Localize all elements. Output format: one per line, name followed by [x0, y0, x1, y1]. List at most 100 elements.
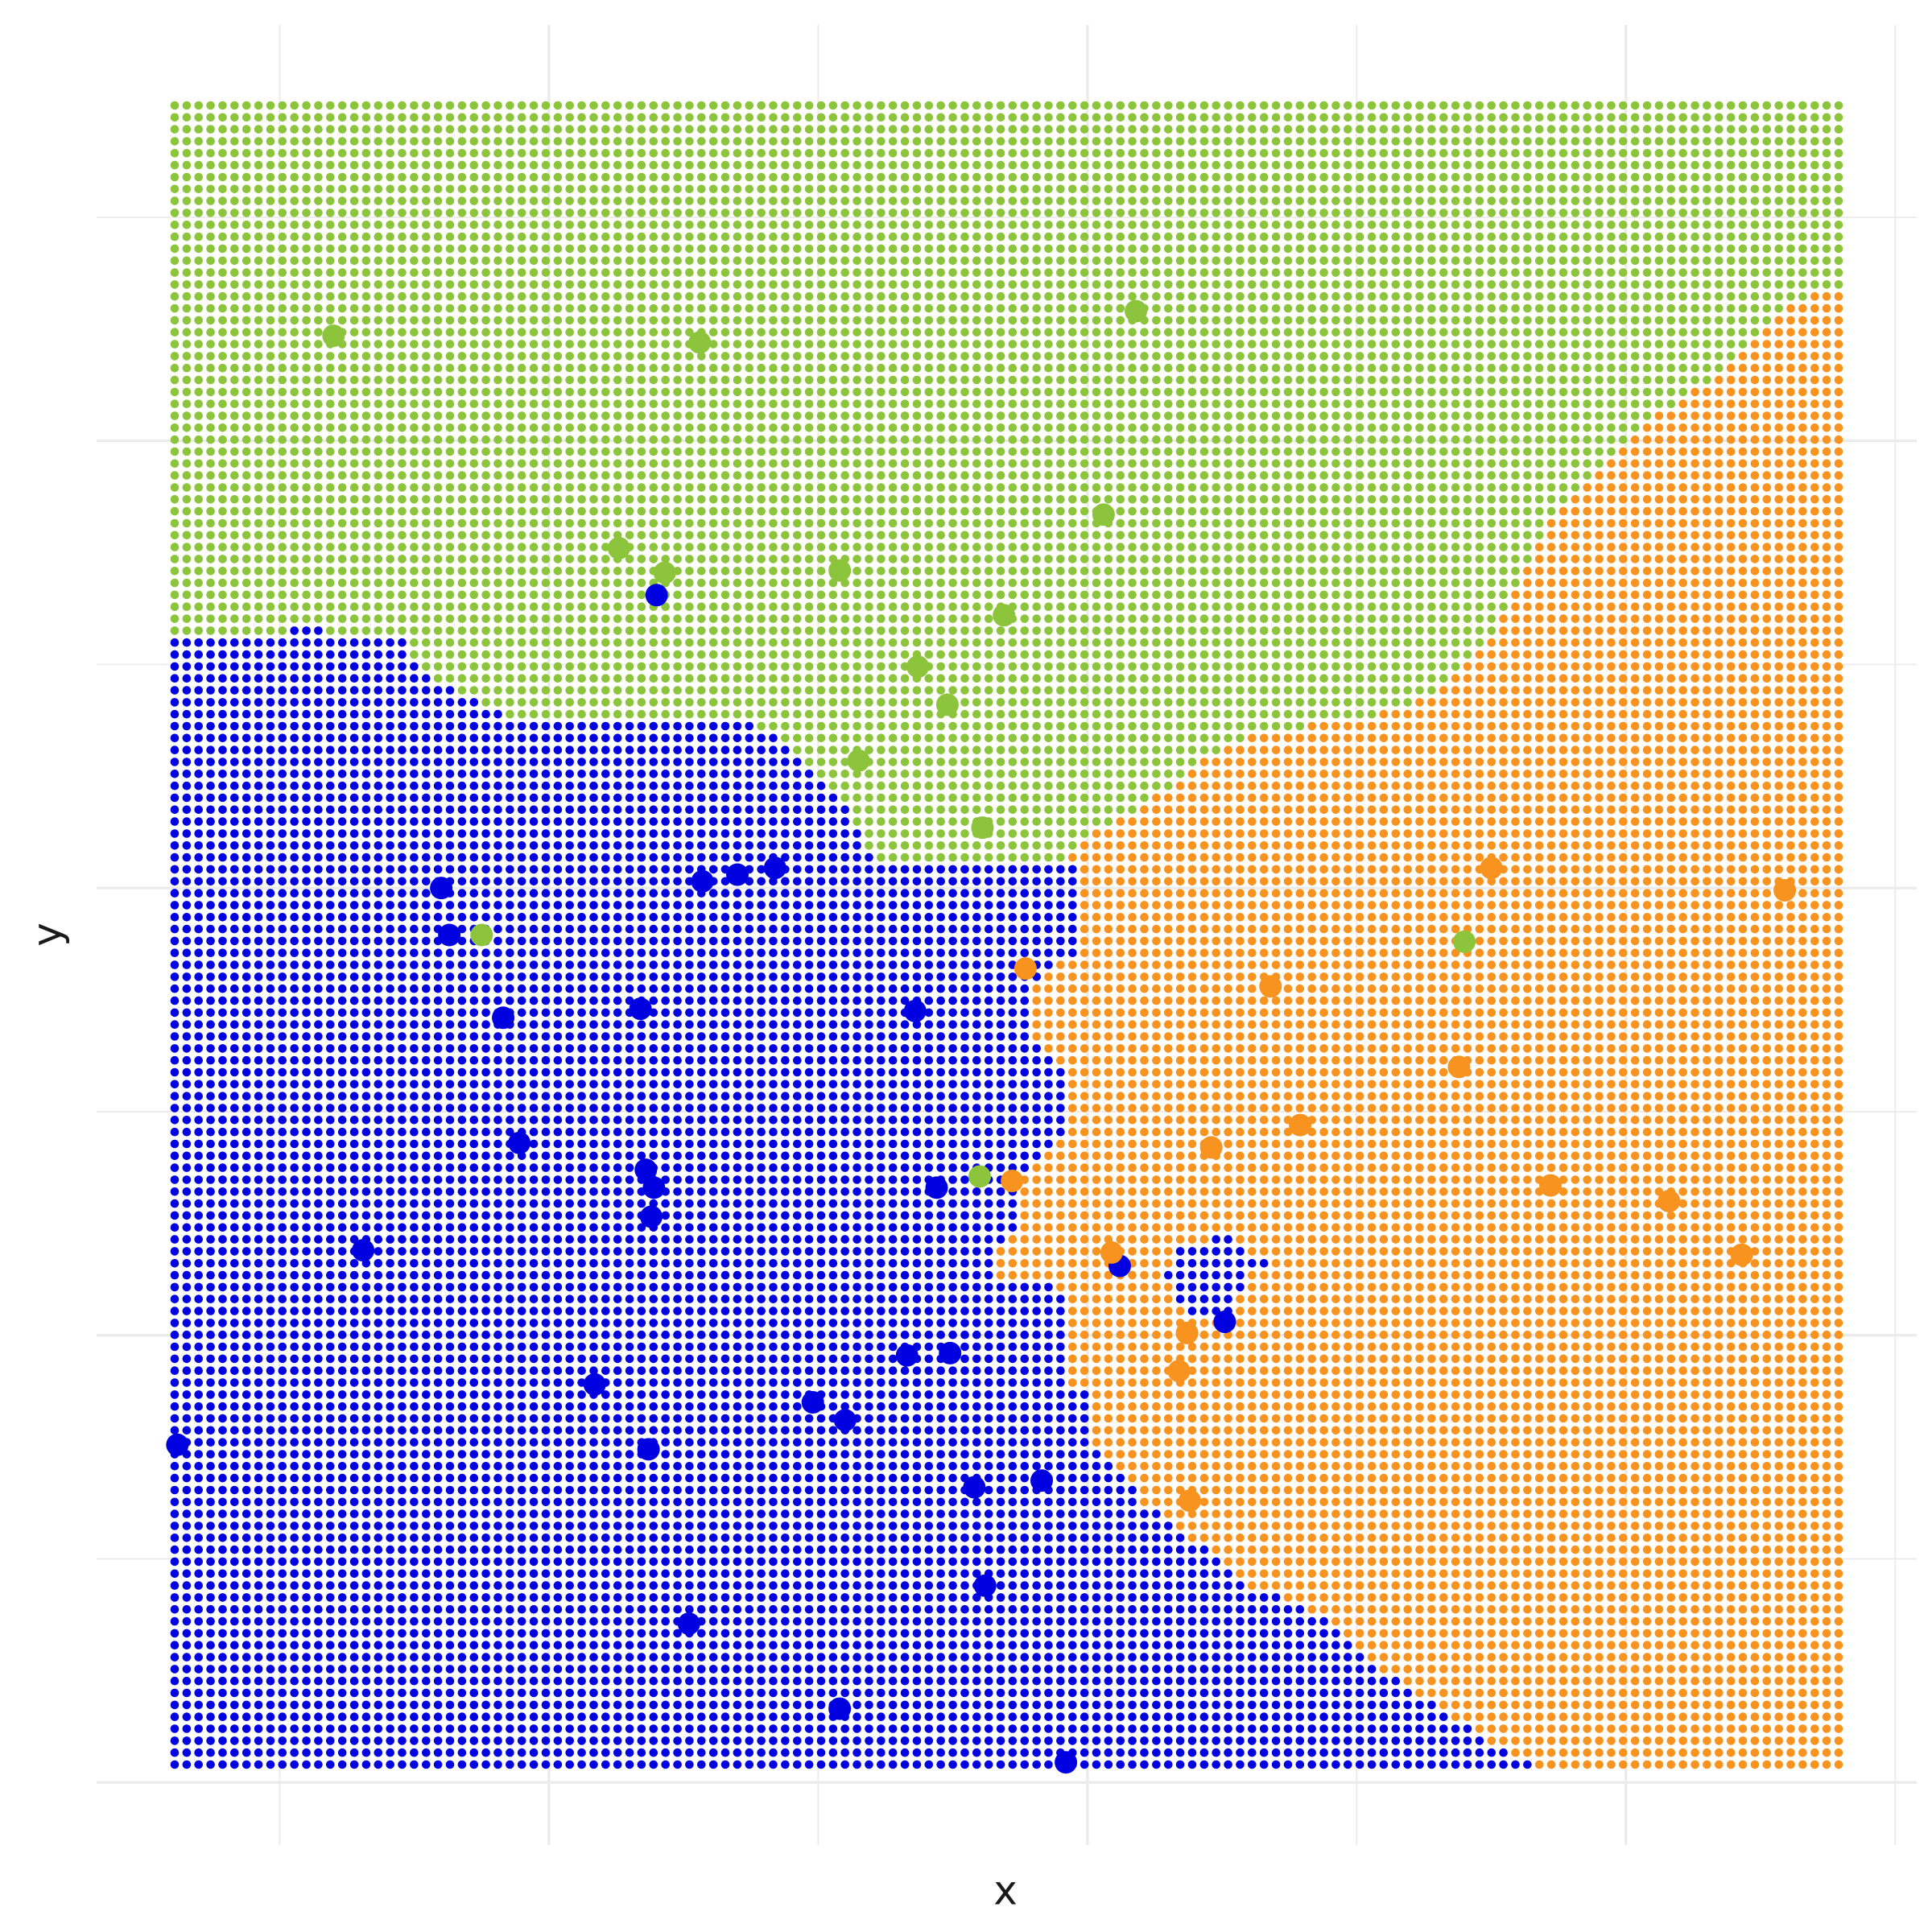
grid-dot	[1654, 328, 1664, 337]
grid-dot	[1810, 113, 1819, 122]
grid-dot	[1750, 268, 1760, 277]
grid-dot	[1762, 256, 1772, 266]
grid-dot	[410, 316, 419, 325]
grid-dot	[804, 184, 814, 194]
grid-dot	[1355, 328, 1364, 337]
grid-dot	[924, 149, 934, 158]
grid-dot	[1810, 471, 1819, 480]
grid-dot	[1534, 328, 1544, 337]
grid-dot	[1104, 471, 1113, 480]
grid-dot	[1044, 495, 1053, 504]
grid-dot	[1630, 137, 1640, 146]
grid-dot	[924, 291, 934, 301]
grid-dot	[793, 268, 802, 277]
grid-dot	[1187, 256, 1197, 266]
grid-dot	[793, 291, 802, 301]
grid-dot	[218, 280, 227, 289]
grid-dot	[314, 172, 323, 182]
grid-dot	[1152, 495, 1161, 504]
grid-dot	[374, 495, 383, 504]
grid-dot	[445, 423, 455, 432]
grid-dot	[1415, 256, 1424, 266]
grid-dot	[1344, 125, 1352, 134]
grid-dot	[1080, 125, 1089, 134]
grid-dot	[529, 160, 539, 170]
grid-dot	[457, 363, 467, 373]
grid-dot	[1487, 280, 1496, 289]
grid-dot	[589, 160, 598, 170]
grid-dot	[972, 435, 981, 444]
grid-dot	[661, 340, 670, 349]
grid-dot	[577, 363, 586, 373]
grid-dot	[1558, 160, 1568, 170]
grid-dot	[1104, 137, 1113, 146]
grid-dot	[457, 268, 467, 277]
grid-dot	[1355, 244, 1364, 254]
grid-dot	[1355, 483, 1364, 492]
grid-dot	[1331, 232, 1340, 242]
grid-dot	[1715, 352, 1724, 361]
grid-dot	[984, 459, 993, 469]
grid-dot	[517, 244, 526, 254]
grid-dot	[1499, 495, 1508, 504]
grid-dot	[1032, 518, 1041, 528]
grid-dot	[1175, 375, 1185, 385]
grid-dot	[433, 495, 443, 504]
grid-dot	[1630, 160, 1640, 170]
grid-dot	[1726, 340, 1736, 349]
grid-dot	[278, 411, 287, 420]
grid-dot	[290, 471, 299, 480]
grid-dot	[1523, 160, 1532, 170]
grid-dot	[361, 423, 371, 432]
grid-dot	[1080, 113, 1089, 122]
grid-dot	[506, 447, 514, 456]
grid-dot	[1224, 411, 1232, 420]
grid-dot	[793, 328, 802, 337]
grid-dot	[1463, 435, 1472, 444]
grid-dot	[1583, 435, 1591, 444]
grid-dot	[1523, 459, 1532, 469]
grid-dot	[254, 149, 263, 158]
grid-dot	[613, 232, 622, 242]
grid-dot	[1020, 340, 1030, 349]
grid-dot	[1750, 328, 1760, 337]
grid-dot	[1678, 399, 1687, 409]
grid-dot	[708, 459, 718, 469]
grid-dot	[493, 328, 502, 337]
grid-dot	[984, 328, 993, 337]
grid-dot	[469, 256, 479, 266]
y-axis-label: y	[24, 923, 71, 947]
grid-dot	[374, 506, 383, 516]
grid-dot	[433, 149, 443, 158]
grid-dot	[996, 352, 1005, 361]
grid-dot	[1379, 149, 1389, 158]
grid-dot	[804, 160, 814, 170]
grid-dot	[182, 256, 192, 266]
grid-dot	[1068, 196, 1077, 205]
grid-dot	[960, 184, 969, 194]
grid-dot	[170, 411, 180, 420]
grid-dot	[457, 113, 467, 122]
grid-dot	[386, 221, 395, 229]
grid-dot	[1367, 363, 1377, 373]
grid-dot	[242, 232, 251, 242]
grid-dot	[386, 363, 395, 373]
grid-dot	[936, 387, 945, 397]
grid-dot	[361, 113, 371, 122]
grid-dot	[589, 244, 598, 254]
grid-dot	[1212, 256, 1220, 266]
grid-dot	[1822, 184, 1831, 194]
grid-dot	[314, 363, 323, 373]
grid-dot	[1678, 221, 1687, 229]
grid-dot	[1092, 316, 1101, 325]
grid-dot	[1738, 196, 1748, 205]
grid-dot	[601, 518, 610, 528]
grid-dot	[506, 352, 514, 361]
grid-dot	[422, 291, 431, 301]
grid-dot	[577, 435, 586, 444]
grid-dot	[1762, 125, 1772, 134]
grid-dot	[972, 196, 981, 205]
grid-dot	[1690, 280, 1699, 289]
grid-dot	[361, 316, 371, 325]
grid-dot	[170, 244, 180, 254]
